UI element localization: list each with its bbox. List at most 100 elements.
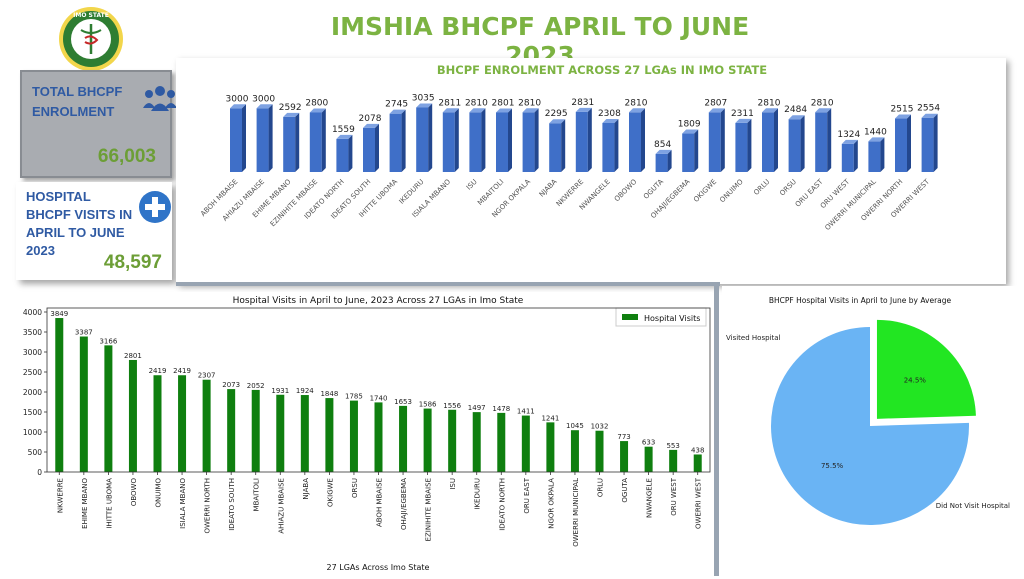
enrolment-bar-top — [841, 139, 858, 144]
enrolment-bar — [682, 133, 695, 172]
enrolment-bar-side — [853, 139, 858, 172]
enrolment-bar-side — [428, 103, 433, 172]
enrolment-bar-side — [534, 108, 539, 172]
enrolment-value-label: 2807 — [704, 98, 727, 108]
enrolment-bar-top — [788, 115, 805, 120]
visits-category-label: NJABA — [302, 478, 310, 500]
enrolment-bar-side — [933, 113, 938, 172]
enrolment-bar — [363, 127, 375, 172]
visits-category-label: OWERRI WEST — [695, 477, 703, 529]
enrolment-bar-top — [496, 108, 512, 113]
enrolment-value-label: 2810 — [625, 98, 648, 108]
enrolment-bar — [602, 122, 615, 172]
visits-bar — [669, 449, 678, 472]
visits-bar — [104, 345, 113, 472]
enrolment-value-label: 1809 — [678, 120, 701, 130]
enrolment-value-label: 2831 — [571, 98, 594, 108]
enrolment-category-label: NJABA — [538, 178, 559, 199]
enrolment-bar — [708, 112, 721, 172]
plus-icon — [139, 191, 171, 223]
visits-value-label: 633 — [642, 439, 655, 447]
pie-percent-label: 75.5% — [821, 462, 844, 470]
visits-category-label: OGUTA — [621, 478, 629, 503]
visits-value-label: 2073 — [222, 381, 240, 389]
visits-chart-panel: Hospital Visits in April to June, 2023 A… — [20, 292, 712, 574]
legend-label: Hospital Visits — [644, 314, 700, 323]
enrolment-value-label: 2515 — [891, 105, 914, 115]
y-tick-label: 4000 — [23, 308, 42, 317]
separator — [714, 282, 719, 576]
visits-value: 48,597 — [103, 252, 162, 273]
visits-value-label: 2052 — [247, 382, 265, 390]
visits-value-label: 1848 — [320, 390, 338, 398]
enrolment-bar — [230, 108, 242, 172]
visits-bar — [399, 405, 408, 472]
enrolment-value-label: 2311 — [731, 109, 754, 119]
enrolment-bar-top — [575, 107, 592, 112]
enrolment-category-label: ORSU — [778, 178, 798, 198]
visits-value-label: 1241 — [541, 414, 559, 422]
visits-bar — [374, 402, 383, 472]
visits-bar — [644, 446, 653, 472]
visits-category-label: MBAITOLI — [253, 478, 261, 511]
visits-value-label: 3849 — [50, 310, 68, 318]
enrolment-value-label: 2484 — [784, 105, 807, 115]
y-tick-label: 500 — [28, 448, 43, 457]
enrolment-bar-top — [230, 104, 246, 109]
enrolment-bar-side — [375, 123, 379, 172]
enrolment-bar — [629, 112, 641, 172]
logo-text: IMO STATE — [73, 12, 109, 19]
visits-bar — [153, 375, 162, 472]
enrolment-value-label: 2800 — [305, 99, 328, 109]
visits-bar — [55, 318, 64, 472]
enrolment-bar-side — [880, 137, 885, 172]
enrolment-bar-side — [321, 108, 326, 172]
enrolment-bar-top — [895, 114, 911, 119]
enrolment-bar-top — [815, 108, 832, 113]
enrolment-value-label: 2811 — [438, 98, 461, 108]
enrolment-value-label: 1440 — [864, 127, 887, 137]
y-tick-label: 2500 — [23, 368, 42, 377]
enrolment-bar-top — [442, 108, 459, 113]
legend-swatch — [622, 314, 638, 320]
enrolment-value-label: 2295 — [545, 109, 568, 119]
enrolment-category-label: OBOWO — [613, 177, 639, 203]
enrolment-bar — [283, 116, 296, 172]
visits-value-label: 1478 — [492, 405, 510, 413]
enrolment-bar-top — [522, 108, 539, 113]
enrolment-bar-side — [747, 118, 752, 172]
visits-value-label: 3387 — [75, 329, 93, 337]
visits-value-label: 1931 — [271, 387, 289, 395]
enrolment-category-label: OKIGWE — [692, 178, 718, 204]
enrolment-bar-side — [720, 108, 725, 172]
enrolment-bar-top — [735, 118, 752, 123]
visits-category-label: NGOR OKPALA — [547, 478, 555, 529]
visits-value-label: 2419 — [149, 367, 167, 375]
y-tick-label: 2000 — [23, 388, 42, 397]
visits-bar — [79, 336, 88, 472]
enrolment-value-label: 2801 — [492, 98, 515, 108]
visits-bar — [178, 375, 187, 472]
visits-bar — [251, 389, 260, 472]
enrolment-chart-title: BHCPF ENROLMENT ACROSS 27 LGAs IN IMO ST… — [437, 63, 767, 77]
y-tick-label: 1000 — [23, 428, 42, 437]
enrolment-value-label: 2554 — [917, 104, 940, 114]
enrolment-value-label: 2810 — [811, 98, 834, 108]
enrolment-bar-side — [641, 108, 645, 172]
enrolment-bar-top — [762, 108, 778, 113]
visits-bar — [276, 394, 285, 472]
enrolment-bar — [735, 122, 748, 172]
visits-category-label: ORSU — [351, 478, 359, 498]
enrolment-value-label: 2308 — [598, 109, 621, 119]
visits-category-label: OWERRI NORTH — [204, 478, 212, 534]
enrolment-chart-panel: BHCPF ENROLMENT ACROSS 27 LGAs IN IMO ST… — [176, 58, 1006, 284]
enrolment-category-label: OWERRI MUNICIPAL — [824, 178, 878, 232]
visits-bar — [472, 412, 481, 472]
pie-chart: BHCPF Hospital Visits in April to June b… — [726, 296, 1010, 525]
hospital-visits-card: HOSPITAL BHCPF VISITS IN APRIL TO JUNE 2… — [16, 182, 172, 280]
visits-value-label: 3166 — [99, 337, 117, 345]
enrolment-bar-side — [694, 129, 699, 172]
pie-slice-label: Did Not Visit Hospital — [936, 502, 1010, 510]
visits-bar — [423, 408, 432, 472]
visits-value-label: 1586 — [419, 401, 437, 409]
